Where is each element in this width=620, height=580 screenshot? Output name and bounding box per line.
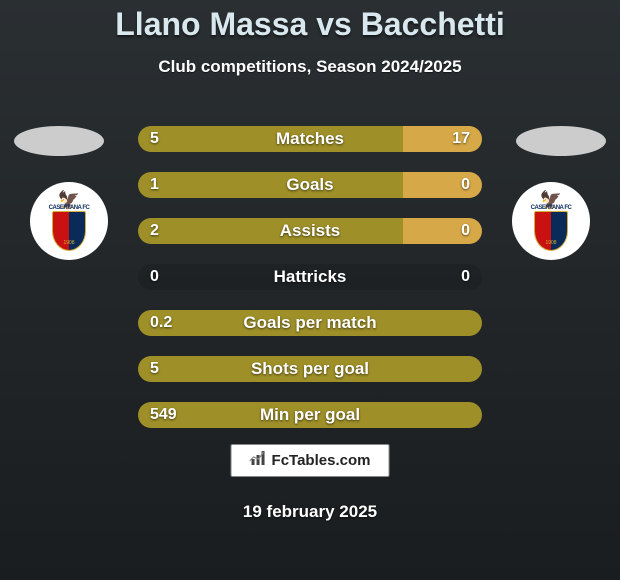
stat-bar: 0 0 Hattricks xyxy=(138,264,482,290)
stat-value-left: 5 xyxy=(150,130,159,148)
stat-bar: 0.2 Goals per match xyxy=(138,310,482,336)
stat-value-right: 0 xyxy=(461,222,470,240)
shield-icon xyxy=(534,211,568,251)
page-subtitle: Club competitions, Season 2024/2025 xyxy=(0,57,620,77)
page-title: Llano Massa vs Bacchetti xyxy=(0,6,620,43)
stat-value-right: 17 xyxy=(452,130,470,148)
club-logo-left: 🦅 CASERTANA FC xyxy=(30,182,108,260)
stat-bar: 5 Shots per goal xyxy=(138,356,482,382)
stat-label: Goals per match xyxy=(243,313,376,333)
stat-fill-left xyxy=(138,172,403,198)
stat-value-right: 0 xyxy=(461,268,470,286)
shield-icon xyxy=(52,211,86,251)
stat-bar: 2 0 Assists xyxy=(138,218,482,244)
stat-value-left: 0 xyxy=(150,268,159,286)
stat-fill-right xyxy=(403,218,482,244)
stat-value-left: 5 xyxy=(150,360,159,378)
stat-fill-left xyxy=(138,126,403,152)
stat-label: Hattricks xyxy=(274,267,347,287)
stat-label: Matches xyxy=(276,129,344,149)
stat-value-right: 0 xyxy=(461,176,470,194)
footer-date: 19 february 2025 xyxy=(243,502,377,522)
stat-bar: 549 Min per goal xyxy=(138,402,482,428)
stat-value-left: 2 xyxy=(150,222,159,240)
stat-label: Shots per goal xyxy=(251,359,369,379)
stat-label: Goals xyxy=(286,175,333,195)
stat-value-left: 1 xyxy=(150,176,159,194)
stat-value-left: 0.2 xyxy=(150,314,172,332)
stat-fill-left xyxy=(138,218,403,244)
shadow-ellipse-right xyxy=(516,126,606,156)
header: Llano Massa vs Bacchetti Club competitio… xyxy=(0,0,620,77)
club-logo-right: 🦅 CASERTANA FC xyxy=(512,182,590,260)
stat-fill-right xyxy=(403,172,482,198)
stat-label: Assists xyxy=(280,221,340,241)
stat-value-left: 549 xyxy=(150,406,177,424)
chart-icon xyxy=(250,451,268,470)
footer-brand-text: FcTables.com xyxy=(272,452,371,469)
shadow-ellipse-left xyxy=(14,126,104,156)
stat-bar: 5 17 Matches xyxy=(138,126,482,152)
footer-brand-badge: FcTables.com xyxy=(231,444,390,477)
stat-label: Min per goal xyxy=(260,405,360,425)
stat-bar: 1 0 Goals xyxy=(138,172,482,198)
stats-container: 5 17 Matches 1 0 Goals 2 0 Assists 0 0 Hattricks 0.2… xyxy=(138,126,482,448)
